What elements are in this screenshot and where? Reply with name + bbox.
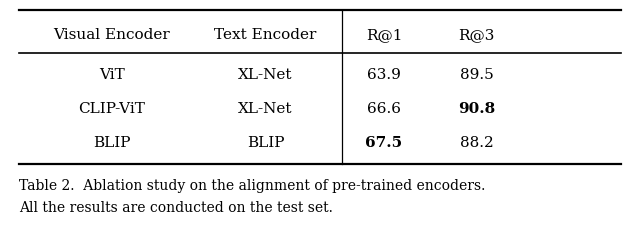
Text: R@1: R@1 (365, 28, 403, 42)
Text: 66.6: 66.6 (367, 102, 401, 116)
Text: BLIP: BLIP (247, 136, 284, 150)
Text: 90.8: 90.8 (458, 102, 495, 116)
Text: XL-Net: XL-Net (238, 102, 293, 116)
Text: 88.2: 88.2 (460, 136, 493, 150)
Text: Visual Encoder: Visual Encoder (54, 28, 170, 42)
Text: ViT: ViT (99, 68, 125, 82)
Text: 67.5: 67.5 (365, 136, 403, 150)
Text: XL-Net: XL-Net (238, 68, 293, 82)
Text: Text Encoder: Text Encoder (214, 28, 317, 42)
Text: 89.5: 89.5 (460, 68, 493, 82)
Text: 63.9: 63.9 (367, 68, 401, 82)
Text: BLIP: BLIP (93, 136, 131, 150)
Text: CLIP-ViT: CLIP-ViT (79, 102, 145, 116)
Text: R@3: R@3 (459, 28, 495, 42)
Text: Table 2.  Ablation study on the alignment of pre-trained encoders.: Table 2. Ablation study on the alignment… (19, 179, 486, 193)
Text: All the results are conducted on the test set.: All the results are conducted on the tes… (19, 201, 333, 215)
